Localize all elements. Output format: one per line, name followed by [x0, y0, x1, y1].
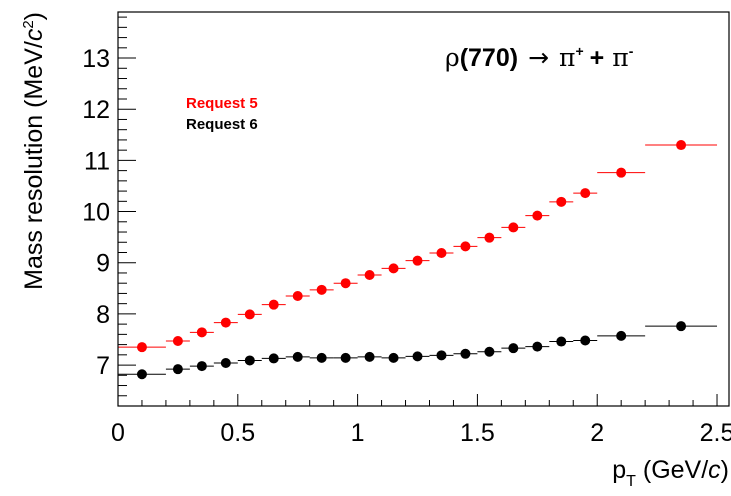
y-label-main: Mass resolution (MeV/ — [20, 41, 48, 290]
data-point — [532, 210, 543, 221]
x-label-sub: T — [626, 473, 636, 490]
series-request-6 — [118, 321, 718, 380]
data-point — [316, 352, 327, 363]
y-tick-label: 9 — [96, 250, 110, 278]
data-point — [364, 270, 375, 281]
x-label-close: ) — [721, 456, 729, 484]
y-tick-label: 13 — [82, 45, 110, 73]
chart-title: ρ(770) → π+ + π- — [445, 43, 634, 72]
x-tick-label: 1 — [351, 419, 365, 447]
data-point — [616, 167, 627, 178]
data-point — [196, 361, 207, 372]
x-label-unit: (GeV/ — [636, 456, 708, 484]
x-tick-label: 0 — [111, 419, 125, 447]
data-point — [172, 364, 183, 375]
data-point — [340, 352, 351, 363]
title-plus: + — [590, 44, 605, 72]
data-point — [484, 232, 495, 243]
data-point — [268, 353, 279, 364]
title-mass: (770) — [460, 44, 518, 72]
x-label-c: c — [708, 456, 721, 484]
data-point — [172, 336, 183, 347]
data-point — [292, 290, 303, 301]
x-tick-label: 2.5 — [700, 419, 731, 447]
y-tick-label: 8 — [96, 301, 110, 329]
x-axis-label: pT (GeV/c) — [612, 456, 729, 490]
data-point — [436, 350, 447, 361]
x-tick-label: 1.5 — [460, 419, 495, 447]
data-point — [340, 278, 351, 289]
y-tick-label: 11 — [84, 147, 110, 175]
data-point — [460, 348, 471, 359]
data-point — [556, 336, 567, 347]
title-arrow: → — [528, 43, 549, 72]
title-pi-minus: π — [612, 43, 628, 72]
data-point — [244, 355, 255, 366]
y-axis-label: Mass resolution (MeV/c2) — [20, 12, 48, 290]
title-sup-minus: - — [629, 43, 634, 59]
data-point — [364, 351, 375, 362]
data-point — [196, 327, 207, 338]
data-point — [508, 222, 519, 233]
x-tick-label: 0.5 — [220, 419, 255, 447]
x-label-p: p — [612, 456, 626, 484]
axis-ticks — [117, 16, 718, 407]
data-point — [268, 299, 279, 310]
data-point — [616, 330, 627, 341]
data-point — [388, 263, 399, 274]
title-sup-plus: + — [575, 43, 583, 59]
data-point — [412, 255, 423, 266]
data-point — [136, 342, 147, 353]
data-point — [388, 352, 399, 363]
legend-entry-request-5: Request 5 — [186, 95, 258, 112]
y-tick-label: 7 — [96, 352, 110, 380]
y-label-close: ) — [20, 12, 48, 20]
data-point — [580, 188, 591, 199]
data-point — [460, 241, 471, 252]
data-point — [508, 343, 519, 354]
data-point — [532, 341, 543, 352]
x-tick-label: 2 — [590, 419, 604, 447]
data-point — [484, 346, 495, 357]
y-label-sup: 2 — [20, 20, 37, 28]
data-point — [292, 351, 303, 362]
data-point — [220, 358, 231, 369]
data-point — [244, 309, 255, 320]
data-point — [220, 317, 231, 328]
data-point — [136, 369, 147, 380]
series-request-5 — [118, 140, 718, 353]
y-label-c: c — [20, 28, 48, 41]
data-point — [316, 284, 327, 295]
data-point — [556, 196, 567, 207]
y-tick-label: 10 — [82, 199, 110, 227]
title-rho: ρ — [445, 43, 460, 72]
plot-frame — [117, 11, 730, 407]
y-tick-label: 12 — [82, 96, 110, 124]
tick-labels: 0 0.5 1 1.5 2 2.5 7 8 9 10 11 12 13 — [82, 45, 731, 447]
legend-entry-request-6: Request 6 — [186, 116, 258, 133]
data-point — [436, 248, 447, 259]
data-point — [580, 335, 591, 346]
data-markers — [118, 140, 718, 380]
title-pi-plus: π — [559, 43, 575, 72]
data-point — [676, 321, 687, 332]
data-point — [412, 351, 423, 362]
data-point — [676, 140, 687, 151]
